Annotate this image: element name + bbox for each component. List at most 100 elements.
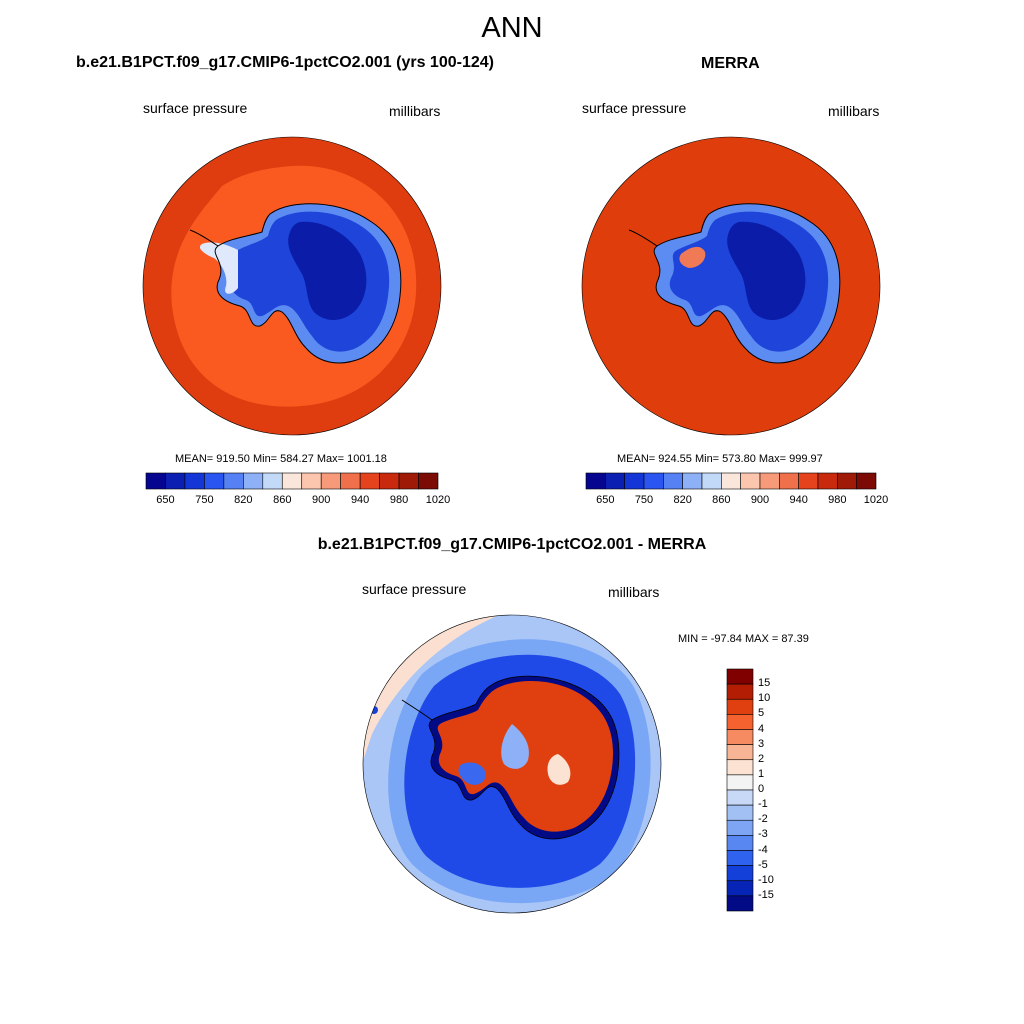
- panel2-antarctica-deep: [727, 221, 806, 320]
- panel2-colorbar-swatch: [798, 472, 819, 490]
- panel3-colorbar-swatch: [726, 714, 754, 730]
- panel3-colorbar-swatch: [726, 880, 754, 897]
- panel1-colorbar-swatch: [262, 472, 283, 490]
- panel1-colorbar-swatch: [379, 472, 400, 490]
- panel2-colorbar-tick-label: 900: [750, 494, 770, 506]
- panel1-colorbar-tick-label: 650: [156, 494, 175, 506]
- panel1-colorbar-tick-label: 750: [195, 494, 214, 506]
- panel3-colorbar-tick-label: -10: [758, 873, 774, 886]
- panel3-title: b.e21.B1PCT.f09_g17.CMIP6-1pctCO2.001 - …: [317, 536, 707, 553]
- panel3-colorbar-swatch: [726, 759, 754, 776]
- panel3-colorbar-swatch: [726, 668, 754, 685]
- panel1-left-label: surface pressure: [143, 100, 248, 116]
- panel1-colorbar-swatch: [340, 472, 361, 490]
- panel3-colorbar-swatch: [726, 774, 754, 791]
- panel1-colorbar-tick-label: 900: [312, 494, 331, 506]
- panel2-colorbar-tick-label: 980: [828, 494, 847, 506]
- panel2-colorbar-swatch: [759, 472, 780, 490]
- panel2-colorbar-tick-label: 940: [789, 494, 808, 506]
- panel3-colorbar-swatch: [726, 744, 754, 761]
- panel3-colorbar-tick-label: 1: [758, 767, 765, 780]
- panel2-colorbar-swatch: [643, 472, 664, 490]
- panel1-colorbar-ticks: 650 750 820 860 900 940 980 1020: [146, 494, 450, 508]
- panel3-right-label: millibars: [608, 584, 660, 600]
- panel1-colorbar-tick-label: 1020: [425, 494, 451, 506]
- panel1-colorbar-tick-label: 820: [234, 494, 253, 506]
- panel2-colorbar-swatch: [721, 472, 741, 490]
- panel1-antarctica-deep: [288, 221, 367, 320]
- panel1-title: b.e21.B1PCT.f09_g17.CMIP6-1pctCO2.001 (y…: [76, 54, 494, 71]
- panel3-colorbar-swatch: [726, 683, 754, 700]
- panel3-colorbar-swatch: [726, 850, 754, 866]
- panel2-right-label: millibars: [828, 103, 880, 119]
- panel2-colorbar-swatch: [837, 472, 857, 490]
- panel1-colorbar-swatch: [359, 472, 380, 490]
- panel2-colorbar-swatch: [779, 472, 799, 490]
- panel3-colorbar-swatch: [726, 804, 754, 821]
- panel2-colorbar-swatch: [740, 472, 761, 490]
- panel2-colorbar-swatch: [585, 472, 606, 490]
- panel3-colorbar-tick-label: -1: [758, 798, 768, 811]
- panel2-colorbar-tick-label: 860: [712, 494, 731, 506]
- panel3-colorbar-tick-label: -5: [758, 858, 768, 871]
- panel2-colorbar-swatch: [856, 472, 877, 490]
- panel3-colorbar-swatch: [726, 729, 754, 745]
- panel1-colorbar-swatch: [320, 472, 341, 490]
- panel3-colorbar-tick-label: 10: [758, 692, 771, 705]
- panel3-stats: MIN = -97.84 MAX = 87.39: [678, 633, 809, 645]
- panel3-colorbar-swatch: [726, 835, 754, 851]
- panel3-colorbar-tick-label: 4: [758, 722, 765, 735]
- panel3-left-label: surface pressure: [362, 581, 467, 597]
- panel1-colorbar-tick-label: 940: [350, 494, 370, 506]
- panel3-colorbar-swatch: [726, 819, 754, 836]
- panel1-map: [142, 136, 442, 436]
- panel1-colorbar-swatch: [145, 472, 166, 490]
- panel3-colorbar-ticks: 15 10 5 4 3 2 1 0 -1 -2 -3 -4 -5 -10 -15: [758, 669, 798, 911]
- panel2-colorbar: [585, 472, 877, 490]
- panel3-anomaly-patch-1: [501, 724, 529, 769]
- panel3-anomaly-patch-3: [458, 762, 486, 785]
- panel1-colorbar-swatch: [243, 472, 264, 490]
- panel2-colorbar-swatch: [624, 472, 645, 490]
- panel1-stats: MEAN= 919.50 Min= 584.27 Max= 1001.18: [175, 453, 387, 465]
- panel1-colorbar-tick-label: 980: [389, 494, 409, 506]
- panel3-colorbar-tick-label: 3: [758, 737, 765, 750]
- panel1-colorbar-swatch: [281, 472, 303, 490]
- panel3-colorbar-tick-label: 15: [758, 677, 771, 690]
- panel2-colorbar-swatch: [663, 472, 683, 490]
- panel2-map: [581, 136, 881, 436]
- panel1-colorbar-tick-label: 860: [273, 494, 292, 506]
- panel2-colorbar-tick-label: 650: [596, 494, 615, 506]
- panel2-colorbar-swatch: [605, 472, 625, 490]
- panel1-colorbar-swatch: [223, 472, 244, 490]
- panel2-colorbar-tick-label: 1020: [863, 494, 889, 506]
- panel1-colorbar-swatch: [301, 472, 322, 490]
- panel3-colorbar-tick-label: 0: [758, 783, 765, 795]
- main-title: ANN: [481, 12, 543, 44]
- panel3-anomaly-patch-2: [547, 754, 571, 785]
- panel2-left-label: surface pressure: [582, 100, 687, 116]
- panel2-colorbar-swatch: [701, 472, 722, 490]
- panel2-colorbar-swatch: [817, 472, 838, 490]
- panel1-colorbar-swatch: [398, 472, 419, 490]
- panel3-colorbar-swatch: [726, 895, 754, 912]
- panel3-colorbar: [726, 668, 754, 912]
- panel2-colorbar-tick-label: 820: [673, 494, 692, 506]
- panel1-colorbar: [145, 472, 439, 490]
- panel3-colorbar-tick-label: 2: [758, 752, 765, 765]
- panel3-colorbar-tick-label: -2: [758, 813, 768, 826]
- panel1-colorbar-swatch: [204, 472, 225, 490]
- panel1-colorbar-swatch: [184, 472, 205, 490]
- panel1-colorbar-swatch: [418, 472, 439, 490]
- panel3-colorbar-tick-label: 5: [758, 707, 765, 720]
- panel3-colorbar-swatch: [726, 789, 754, 806]
- panel1-right-label: millibars: [389, 103, 441, 119]
- panel2-colorbar-ticks: 650 750 820 860 900 940 980 1020: [586, 494, 888, 508]
- panel3-map: [362, 614, 662, 914]
- panel2-coastal-high: [679, 246, 706, 268]
- panel2-colorbar-tick-label: 750: [634, 494, 654, 506]
- panel2-stats: MEAN= 924.55 Min= 573.80 Max= 999.97: [617, 453, 823, 465]
- panel2-title: MERRA: [701, 55, 760, 72]
- panel3-colorbar-tick-label: -3: [758, 828, 768, 841]
- panel3-colorbar-swatch: [726, 698, 754, 715]
